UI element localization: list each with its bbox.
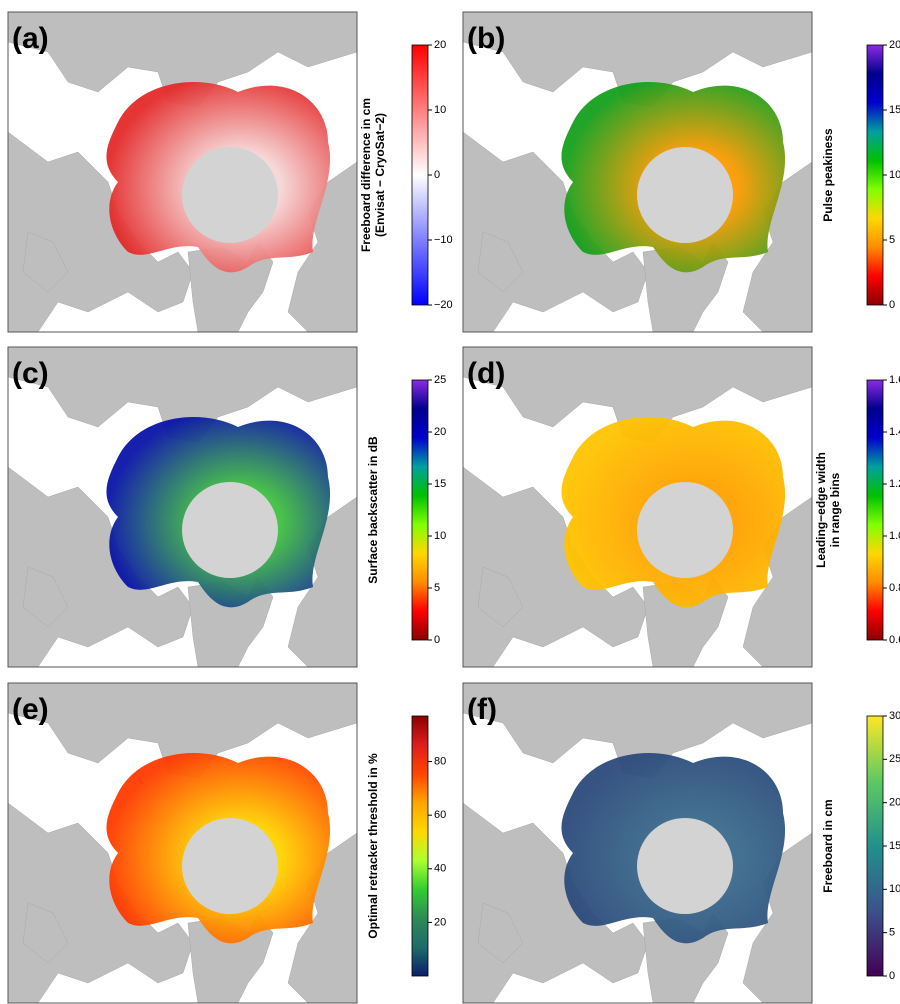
colorbar <box>412 45 428 305</box>
tick-label: 10 <box>889 883 900 895</box>
map <box>463 683 812 1003</box>
pole-hole <box>182 482 278 578</box>
tick-label: 10 <box>434 530 446 542</box>
tick-label: 60 <box>434 809 446 821</box>
tick-label: 1.2 <box>889 478 900 490</box>
map <box>8 347 357 667</box>
panel-label: (d) <box>467 357 505 390</box>
tick-label: 15 <box>434 478 446 490</box>
tick-label: −20 <box>434 299 453 311</box>
pole-hole <box>637 147 733 243</box>
tick-label: 1.4 <box>889 426 900 438</box>
colorbar-title: Optimal retracker threshold in % <box>366 753 380 939</box>
tick-label: 0 <box>434 169 440 181</box>
tick-label: 1.0 <box>889 530 900 542</box>
pole-hole <box>182 147 278 243</box>
tick-label: 0.8 <box>889 582 900 594</box>
figure: (a) −20 −10 0 10 20 Freeboard difference in cm… <box>0 0 900 1004</box>
colorbar-title: (Envisat − CryoSat−2) <box>373 113 387 237</box>
colorbar-title: Freeboard in cm <box>821 799 835 892</box>
colorbar-title: Surface backscatter in dB <box>366 436 380 584</box>
tick-label: 20 <box>889 39 900 51</box>
colorbar <box>867 716 883 976</box>
tick-label: 10 <box>889 169 900 181</box>
panel: (b) 0 5 10 15 20 Pulse peakiness <box>463 12 900 332</box>
tick-label: 20 <box>434 916 446 928</box>
tick-label: 5 <box>434 582 440 594</box>
pole-hole <box>182 818 278 914</box>
map <box>8 12 357 332</box>
tick-label: −10 <box>434 234 453 246</box>
panel-label: (a) <box>12 22 49 55</box>
tick-label: 15 <box>889 104 900 116</box>
colorbar <box>412 380 428 640</box>
colorbar <box>867 45 883 305</box>
panel-label: (f) <box>467 693 497 726</box>
pole-hole <box>637 818 733 914</box>
panel: (c) 0 5 10 15 20 25 Surface backscatter in dB <box>8 347 446 667</box>
colorbar-title: Pulse peakiness <box>821 128 835 222</box>
tick-label: 0.6 <box>889 634 900 646</box>
panel-label: (b) <box>467 22 505 55</box>
map <box>463 12 812 332</box>
pole-hole <box>637 482 733 578</box>
panel: (d) 0.6 0.8 1.0 1.2 1.4 1.6 Leading−edge widthi… <box>463 347 900 667</box>
tick-label: 0 <box>889 970 895 982</box>
tick-label: 25 <box>434 374 446 386</box>
map <box>463 347 812 667</box>
tick-label: 30 <box>889 710 900 722</box>
tick-label: 20 <box>434 39 446 51</box>
map <box>8 683 357 1003</box>
tick-label: 25 <box>889 753 900 765</box>
tick-label: 20 <box>889 797 900 809</box>
colorbar <box>412 716 428 976</box>
tick-label: 10 <box>434 104 446 116</box>
tick-label: 0 <box>889 299 895 311</box>
panel: (e) 20 40 60 80 Optimal retracker threshold i… <box>8 683 446 1003</box>
panel-label: (c) <box>12 357 49 390</box>
tick-label: 0 <box>434 634 440 646</box>
colorbar-title: in range bins <box>828 472 842 547</box>
panel: (f) 0 5 10 15 20 25 30 Freeboard in cm <box>463 683 900 1003</box>
tick-label: 20 <box>434 426 446 438</box>
panel: (a) −20 −10 0 10 20 Freeboard difference in cm… <box>8 12 453 332</box>
colorbar-title: Leading−edge width <box>814 452 828 568</box>
tick-label: 1.6 <box>889 374 900 386</box>
tick-label: 5 <box>889 927 895 939</box>
panel-label: (e) <box>12 693 49 726</box>
tick-label: 80 <box>434 755 446 767</box>
tick-label: 15 <box>889 840 900 852</box>
tick-label: 40 <box>434 863 446 875</box>
colorbar-title: Freeboard difference in cm <box>359 98 373 252</box>
colorbar <box>867 380 883 640</box>
tick-label: 5 <box>889 234 895 246</box>
